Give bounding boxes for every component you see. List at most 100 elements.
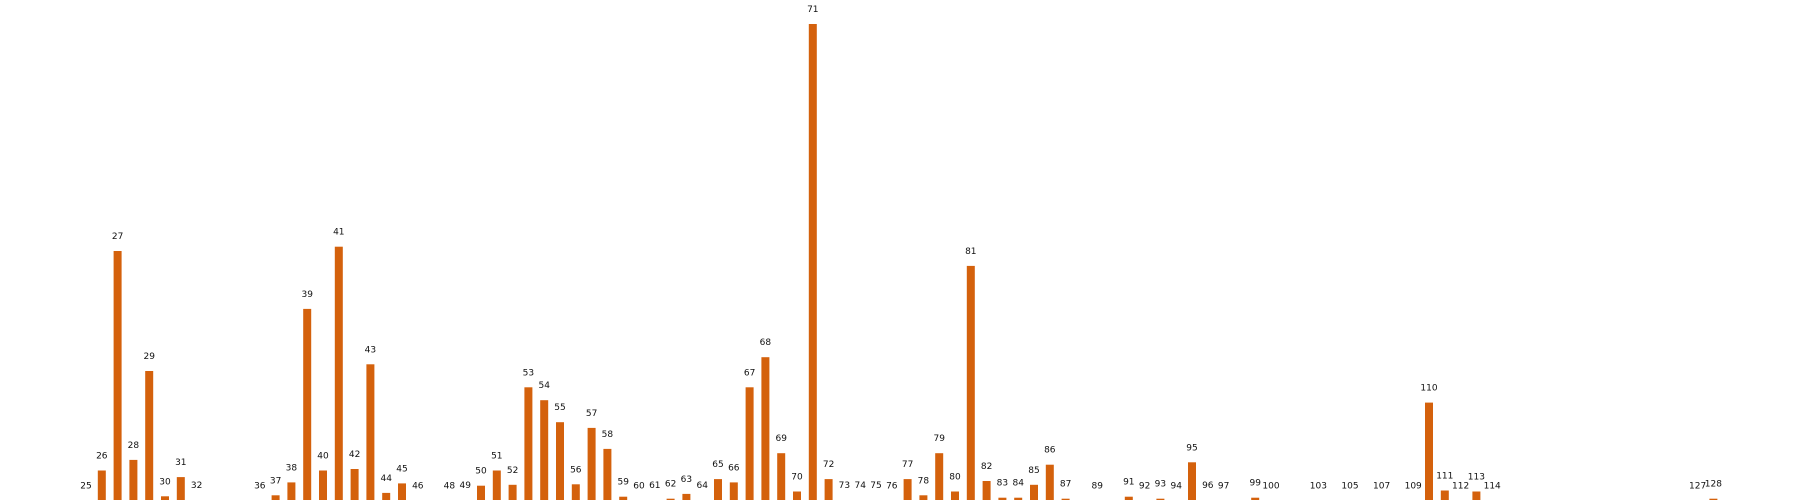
bar-label-27: 27	[112, 232, 123, 242]
bar-label-26: 26	[96, 452, 108, 462]
bar-label-30: 30	[159, 477, 171, 487]
bar-45	[398, 483, 406, 500]
bar-44	[382, 492, 391, 500]
bar-53	[524, 387, 533, 500]
bar-label-83: 83	[997, 479, 1008, 489]
bar-label-70: 70	[791, 473, 803, 483]
bar-label-110: 110	[1420, 384, 1437, 394]
bar-80	[951, 491, 959, 500]
bar-43	[366, 364, 375, 500]
bar-label-81: 81	[965, 247, 976, 257]
bar-label-80: 80	[949, 473, 961, 483]
bar-78	[919, 495, 928, 500]
bar-label-76: 76	[886, 482, 898, 492]
bar-label-37: 37	[270, 476, 281, 486]
bar-label-48: 48	[444, 482, 456, 492]
bar-label-92: 92	[1139, 482, 1150, 492]
bar-label-66: 66	[728, 463, 740, 473]
bar-label-59: 59	[617, 478, 629, 488]
bar-label-71: 71	[807, 5, 818, 15]
bar-70	[793, 491, 801, 500]
bar-77	[903, 479, 912, 500]
bar-58	[603, 448, 612, 500]
bar-label-109: 109	[1405, 482, 1422, 492]
bar-label-38: 38	[286, 463, 298, 473]
bar-110	[1425, 402, 1433, 500]
bar-label-84: 84	[1012, 479, 1024, 489]
bar-label-69: 69	[775, 434, 787, 444]
bar-113	[1472, 491, 1481, 500]
bar-label-128: 128	[1705, 480, 1722, 490]
bar-56	[571, 484, 580, 500]
bar-label-62: 62	[665, 480, 676, 490]
bar-65	[714, 479, 722, 500]
bar-87	[1061, 498, 1070, 500]
bar-99	[1251, 497, 1260, 500]
bar-label-75: 75	[870, 481, 881, 491]
bar-83	[998, 497, 1007, 500]
bar-label-61: 61	[649, 481, 660, 491]
bar-label-86: 86	[1044, 446, 1056, 456]
bar-41	[334, 246, 343, 500]
bar-39	[303, 308, 312, 500]
bar-label-100: 100	[1262, 482, 1279, 492]
bar-93	[1156, 498, 1165, 500]
bar-30	[161, 496, 169, 500]
bar-label-127: 127	[1689, 482, 1706, 492]
bar-label-65: 65	[712, 460, 723, 470]
bar-label-36: 36	[254, 482, 266, 492]
bar-label-55: 55	[554, 403, 565, 413]
bar-label-112: 112	[1452, 482, 1469, 492]
bar-label-53: 53	[523, 368, 534, 378]
bar-label-107: 107	[1373, 482, 1390, 492]
bar-label-79: 79	[933, 434, 945, 444]
bar-label-111: 111	[1436, 472, 1453, 482]
bar-label-97: 97	[1218, 482, 1229, 492]
bar-85	[1030, 484, 1038, 500]
bar-label-99: 99	[1249, 479, 1261, 489]
bar-59	[619, 496, 628, 500]
bar-label-82: 82	[981, 462, 992, 472]
bar-label-29: 29	[143, 352, 155, 362]
bar-51	[492, 470, 501, 500]
bar-40	[319, 470, 327, 500]
bar-86	[1045, 464, 1054, 500]
bar-label-91: 91	[1123, 478, 1134, 488]
bar-27	[113, 251, 122, 500]
bar-label-45: 45	[396, 464, 407, 474]
bar-label-54: 54	[538, 381, 550, 391]
bar-label-42: 42	[349, 450, 360, 460]
bar-label-57: 57	[586, 409, 597, 419]
bar-31	[176, 477, 185, 500]
bars-group	[97, 24, 1718, 500]
bar-67	[745, 387, 754, 500]
bar-label-32: 32	[191, 481, 202, 491]
data-labels-group: 25 26 27 28 29 30 31 32 36 37 38 39 40 41 42 43 44 45 46 48…	[80, 5, 1722, 492]
bar-label-39: 39	[301, 290, 313, 300]
bar-label-114: 114	[1484, 482, 1501, 492]
bar-label-105: 105	[1341, 482, 1358, 492]
bar-72	[824, 479, 833, 500]
bar-84	[1014, 497, 1023, 500]
bar-38	[287, 482, 296, 500]
bar-label-56: 56	[570, 465, 582, 475]
bar-95	[1188, 462, 1196, 500]
bar-label-87: 87	[1060, 480, 1071, 490]
bar-label-77: 77	[902, 460, 913, 470]
bar-label-41: 41	[333, 228, 344, 238]
bar-label-73: 73	[839, 481, 850, 491]
bar-28	[129, 459, 138, 500]
bar-label-85: 85	[1028, 466, 1039, 476]
bar-label-51: 51	[491, 452, 502, 462]
bar-50	[477, 485, 485, 500]
bar-42	[350, 469, 359, 500]
bar-label-63: 63	[681, 475, 692, 485]
bar-label-103: 103	[1310, 482, 1327, 492]
bar-62	[666, 498, 675, 500]
bar-37	[271, 495, 280, 500]
bar-128	[1709, 498, 1718, 500]
bar-label-31: 31	[175, 458, 186, 468]
bar-label-43: 43	[365, 345, 376, 355]
bar-54	[540, 400, 549, 500]
